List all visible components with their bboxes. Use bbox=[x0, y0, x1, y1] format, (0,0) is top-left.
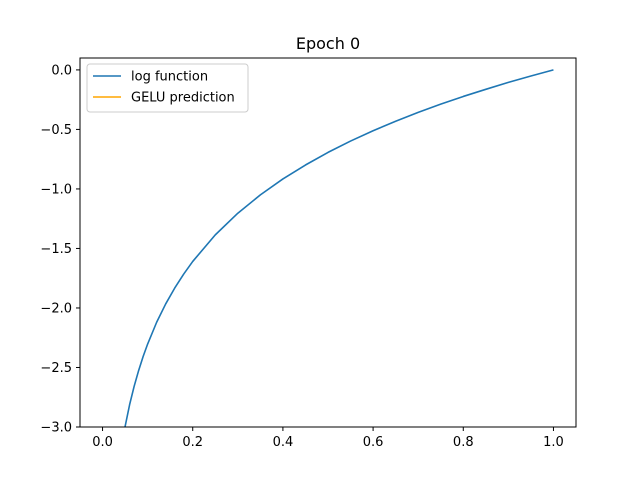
x-tick-label: 0.8 bbox=[453, 435, 474, 450]
legend-box bbox=[86, 63, 249, 113]
series-layer bbox=[124, 69, 554, 427]
plot-frame bbox=[80, 58, 576, 427]
y-tick-label: 0.0 bbox=[51, 63, 72, 78]
x-axis: 0.0 0.2 0.4 0.6 0.8 1.0 bbox=[92, 427, 564, 450]
axes-border bbox=[79, 57, 577, 428]
y-tick-label: −3.0 bbox=[40, 421, 72, 436]
x-tick-label: 0.4 bbox=[273, 435, 294, 450]
y-tick-label: −1.0 bbox=[40, 182, 72, 197]
y-tick-label: −2.0 bbox=[40, 301, 72, 316]
legend: log function GELU prediction bbox=[86, 63, 249, 113]
y-tick-label: −2.5 bbox=[40, 361, 72, 376]
chart-title: Epoch 0 bbox=[296, 34, 360, 53]
legend-label-gelu-prediction: GELU prediction bbox=[131, 91, 235, 106]
x-tick-label: 0.6 bbox=[363, 435, 384, 450]
legend-label-log-function: log function bbox=[131, 70, 208, 85]
y-axis: 0.0 −0.5 −1.0 −1.5 −2.0 −2.5 −3.0 bbox=[40, 63, 80, 436]
x-tick-label: 1.0 bbox=[543, 435, 564, 450]
x-tick-label: 0.2 bbox=[182, 435, 203, 450]
y-tick-label: −0.5 bbox=[40, 123, 72, 138]
series-line-0 bbox=[124, 69, 554, 427]
plot-area bbox=[79, 57, 577, 428]
x-tick-label: 0.0 bbox=[92, 435, 113, 450]
y-tick-label: −1.5 bbox=[40, 242, 72, 257]
